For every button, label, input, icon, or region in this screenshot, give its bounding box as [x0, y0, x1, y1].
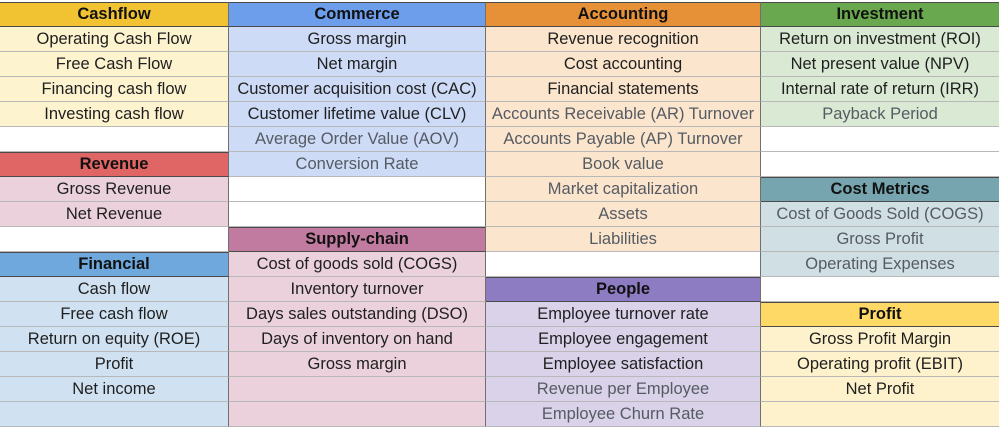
metric-cell: Gross Profit Margin	[761, 327, 999, 352]
metric-cell: Customer acquisition cost (CAC)	[229, 77, 486, 102]
empty-cell	[0, 127, 229, 152]
metric-cell: Accounts Payable (AP) Turnover	[486, 127, 761, 152]
metric-cell: Profit	[0, 352, 229, 377]
category-header: Financial	[0, 252, 229, 277]
metric-cell: Employee turnover rate	[486, 302, 761, 327]
grid-column: Investment Return on investment (ROI) Net …	[761, 0, 999, 434]
metric-cell: Revenue recognition	[486, 27, 761, 52]
category-header: Cashflow	[0, 2, 229, 27]
empty-cell	[229, 402, 486, 427]
metric-cell: Net present value (NPV)	[761, 52, 999, 77]
metric-cell: Gross Profit	[761, 227, 999, 252]
metric-cell: Days sales outstanding (DSO)	[229, 302, 486, 327]
category-header: Investment	[761, 2, 999, 27]
metric-cell: Operating Expenses	[761, 252, 999, 277]
metric-cell: Gross margin	[229, 352, 486, 377]
category-header: Accounting	[486, 2, 761, 27]
metric-cell: Accounts Receivable (AR) Turnover	[486, 102, 761, 127]
metric-cell: Payback Period	[761, 102, 999, 127]
metric-cell: Investing cash flow	[0, 102, 229, 127]
empty-cell	[229, 177, 486, 202]
metric-cell: Net margin	[229, 52, 486, 77]
metric-cell: Liabilities	[486, 227, 761, 252]
empty-cell	[0, 227, 229, 252]
empty-cell	[761, 152, 999, 177]
grid-column: Accounting Revenue recognition Cost accoun…	[486, 0, 761, 434]
metric-cell: Book value	[486, 152, 761, 177]
category-header: People	[486, 277, 761, 302]
metric-cell: Cash flow	[0, 277, 229, 302]
empty-cell	[0, 402, 229, 427]
category-header: Profit	[761, 302, 999, 327]
category-header: Cost Metrics	[761, 177, 999, 202]
category-header: Commerce	[229, 2, 486, 27]
metric-cell: Operating Cash Flow	[0, 27, 229, 52]
metric-cell: Gross Revenue	[0, 177, 229, 202]
metric-cell: Financial statements	[486, 77, 761, 102]
metric-cell: Gross margin	[229, 27, 486, 52]
metric-cell: Cost of goods sold (COGS)	[229, 252, 486, 277]
metric-cell: Free Cash Flow	[0, 52, 229, 77]
metric-cell: Return on equity (ROE)	[0, 327, 229, 352]
metric-cell: Net Profit	[761, 377, 999, 402]
metric-cell: Cost of Goods Sold (COGS)	[761, 202, 999, 227]
empty-cell	[761, 277, 999, 302]
metric-cell: Employee Churn Rate	[486, 402, 761, 427]
metric-cell: Market capitalization	[486, 177, 761, 202]
metric-cell: Employee engagement	[486, 327, 761, 352]
category-header: Revenue	[0, 152, 229, 177]
empty-cell	[761, 402, 999, 427]
empty-cell	[486, 252, 761, 277]
metric-cell: Inventory turnover	[229, 277, 486, 302]
metric-cell: Return on investment (ROI)	[761, 27, 999, 52]
metric-cell: Customer lifetime value (CLV)	[229, 102, 486, 127]
grid-column: Commerce Gross margin Net margin Customer a…	[229, 0, 486, 434]
category-header: Supply-chain	[229, 227, 486, 252]
metric-cell: Revenue per Employee	[486, 377, 761, 402]
metric-cell: Internal rate of return (IRR)	[761, 77, 999, 102]
metric-cell: Assets	[486, 202, 761, 227]
empty-cell	[761, 127, 999, 152]
metric-cell: Conversion Rate	[229, 152, 486, 177]
empty-cell	[229, 202, 486, 227]
metric-cell: Net income	[0, 377, 229, 402]
metric-cell: Employee satisfaction	[486, 352, 761, 377]
metric-cell: Days of inventory on hand	[229, 327, 486, 352]
metric-cell: Financing cash flow	[0, 77, 229, 102]
empty-cell	[229, 377, 486, 402]
metric-cell: Average Order Value (AOV)	[229, 127, 486, 152]
grid-column: Cashflow Operating Cash Flow Free Cash Flo…	[0, 0, 229, 434]
metric-cell: Free cash flow	[0, 302, 229, 327]
metric-cell: Net Revenue	[0, 202, 229, 227]
metric-cell: Operating profit (EBIT)	[761, 352, 999, 377]
metric-cell: Cost accounting	[486, 52, 761, 77]
